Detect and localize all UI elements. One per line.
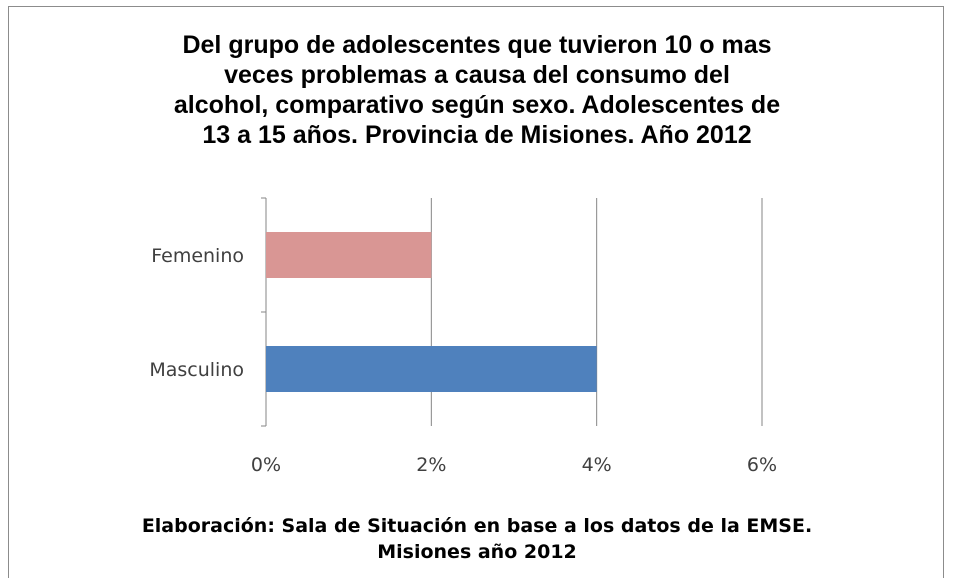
x-tick-label-0: 0% [251,454,281,476]
x-tick-label-3: 6% [747,454,777,476]
chart-title-line-3: alcohol, comparativo según sexo. Adolesc… [173,91,781,119]
bar-masculino [266,346,597,392]
category-label-masculino: Masculino [149,359,244,381]
x-tick-label-1: 2% [416,454,446,476]
chart-title-line-1: Del grupo de adolescentes que tuvieron 1… [182,31,772,59]
source-note-line-1: Elaboración: Sala de Situación en base a… [141,515,813,537]
category-label-femenino: Femenino [151,245,244,267]
chart-frame [8,6,944,578]
bar-femenino [266,232,432,278]
chart-source-note: Elaboración: Sala de Situación en base a… [100,513,854,565]
chart-title: Del grupo de adolescentes que tuvieron 1… [100,30,854,150]
source-note-line-2: Misiones año 2012 [377,541,577,563]
chart-title-line-4: 13 a 15 años. Provincia de Misiones. Año… [202,121,752,149]
x-tick-label-2: 4% [582,454,612,476]
chart-title-line-2: veces problemas a causa del consumo del [224,61,730,89]
